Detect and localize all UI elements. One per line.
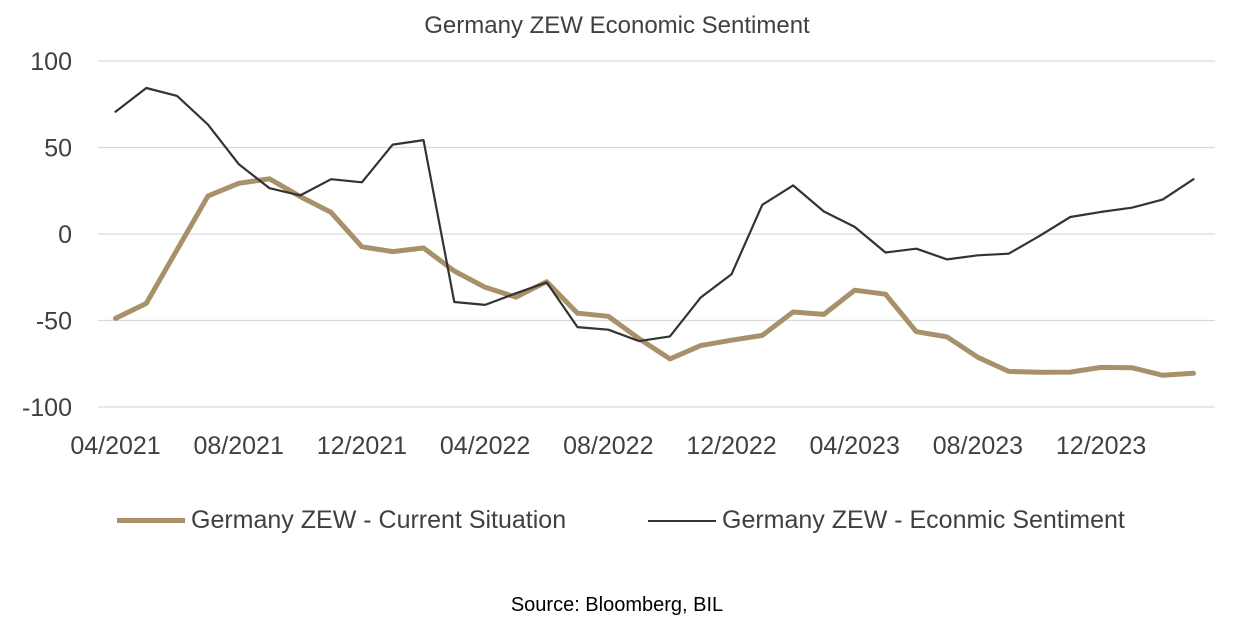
x-tick-label: 08/2021 <box>194 432 284 460</box>
legend-label-economic-sentiment: Germany ZEW - Econmic Sentiment <box>722 506 1125 534</box>
chart-title: Germany ZEW Economic Sentiment <box>424 12 810 39</box>
x-tick-label: 04/2021 <box>70 432 160 460</box>
legend-swatch-economic-sentiment <box>648 519 716 522</box>
source-note: Source: Bloomberg, BIL <box>510 594 724 616</box>
legend-item-current-situation: Germany ZEW - Current Situation <box>117 506 566 535</box>
x-tick-label: 04/2023 <box>810 432 900 460</box>
legend-swatch-current-situation <box>117 518 185 523</box>
series-line-economic-sentiment <box>114 86 1195 343</box>
x-tick-label: 12/2023 <box>1056 432 1146 460</box>
y-tick-label: 0 <box>58 221 72 249</box>
x-tick-label: 12/2022 <box>686 432 776 460</box>
y-tick-label: -100 <box>22 394 72 422</box>
y-tick-label: 100 <box>30 48 72 76</box>
x-tick-label: 04/2022 <box>440 432 530 460</box>
x-tick-label: 08/2023 <box>933 432 1023 460</box>
x-tick-label: 08/2022 <box>563 432 653 460</box>
legend-label-current-situation: Germany ZEW - Current Situation <box>191 506 567 534</box>
y-tick-label: -50 <box>36 308 72 336</box>
series-lines <box>113 86 1196 378</box>
y-tick-label: 50 <box>44 135 72 163</box>
series-line-current-situation <box>113 176 1196 378</box>
gridlines <box>98 60 1215 408</box>
y-axis-tick-labels: 100 50 0 -50 -100 <box>22 48 72 422</box>
x-axis-tick-labels: 04/2021 08/2021 12/2021 04/2022 08/2022 12/20… <box>70 432 1146 460</box>
legend-item-economic-sentiment: Germany ZEW - Econmic Sentiment <box>648 506 1125 535</box>
x-tick-label: 12/2021 <box>317 432 407 460</box>
legend: Germany ZEW - Current Situation Germany … <box>0 506 1234 542</box>
